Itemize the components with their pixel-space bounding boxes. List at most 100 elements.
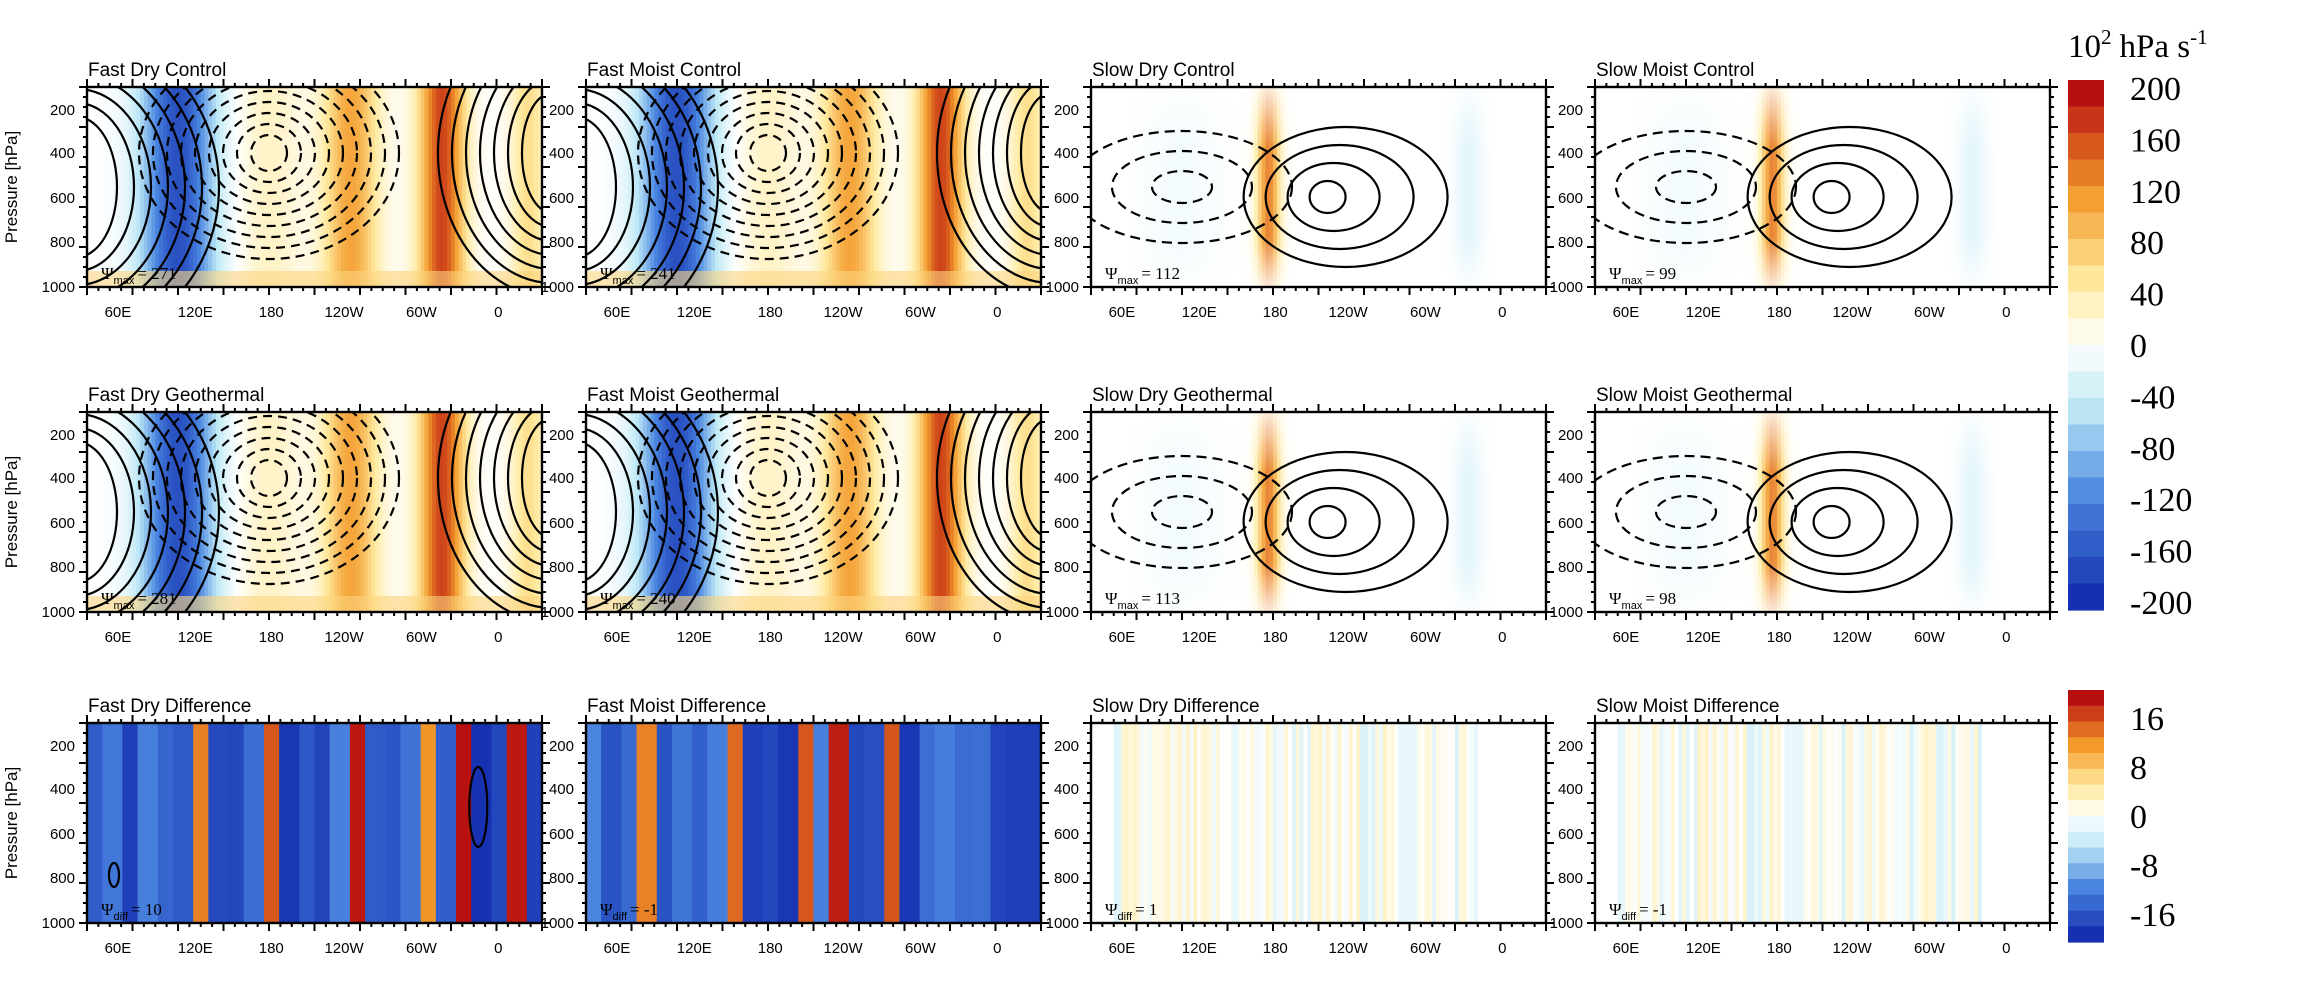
- y-tick-label: 600: [549, 515, 574, 532]
- field-strip: [1216, 723, 1221, 923]
- field-strip: [1261, 723, 1267, 923]
- field-strip: [1273, 723, 1278, 923]
- field-strip: [511, 412, 517, 612]
- field-strip: [157, 723, 164, 923]
- field-strip: [836, 87, 841, 287]
- field-strip: [915, 412, 921, 612]
- field-strip: [1185, 723, 1191, 923]
- field-strip: [1905, 723, 1911, 923]
- field-strip: [246, 87, 251, 287]
- panel: Slow Dry Difference Ψdiff = 1 60E 120E 180 120…: [1046, 696, 1554, 957]
- field-strip: [1803, 723, 1809, 923]
- x-tick-label: 180: [1767, 940, 1792, 957]
- field-strip: [515, 87, 521, 287]
- field-strip: [456, 723, 462, 923]
- colorbar-top-swatch: [2068, 292, 2104, 320]
- field-strip: [1632, 723, 1638, 923]
- x-tick-label: 60W: [406, 940, 438, 957]
- field-strip: [1625, 723, 1630, 923]
- field-strip: [233, 723, 240, 923]
- field-strip: [1005, 723, 1012, 923]
- field-strip: [1610, 723, 1615, 923]
- field-strip: [752, 87, 758, 287]
- field-strip: [1799, 723, 1805, 923]
- y-tick-label: 1000: [1046, 279, 1079, 296]
- field-strip: [348, 412, 354, 612]
- field-strip: [790, 412, 796, 612]
- field-strip: [639, 87, 644, 287]
- field-strip: [817, 87, 822, 287]
- field-strip: [137, 723, 144, 923]
- field-strip: [1144, 723, 1149, 923]
- field-strip: [1341, 723, 1346, 923]
- field-strip: [786, 87, 792, 287]
- field-strip: [881, 412, 887, 612]
- x-tick-label: 60E: [1613, 629, 1640, 646]
- x-tick-label: 120W: [823, 629, 863, 646]
- field-strip: [167, 723, 174, 923]
- field-strip: [401, 87, 407, 287]
- field-strip: [1731, 723, 1737, 923]
- x-tick-label: 180: [259, 940, 284, 957]
- field-strip: [596, 723, 602, 923]
- field-strip: [627, 87, 633, 287]
- field-strip: [1178, 723, 1183, 923]
- field-strip: [695, 412, 701, 612]
- field-strip: [1981, 723, 1987, 923]
- field-strip: [319, 723, 326, 923]
- field-strip: [413, 87, 418, 287]
- field-strip: [1883, 723, 1888, 923]
- y-tick-label: 600: [1054, 826, 1079, 843]
- y-tick-label: 600: [50, 826, 75, 843]
- field-strip: [764, 87, 769, 287]
- panel-title: Slow Moist Difference: [1596, 696, 1779, 717]
- field-strip: [105, 87, 111, 287]
- field-strip: [730, 412, 735, 612]
- y-tick-label: 200: [1054, 427, 1079, 444]
- field-strip: [1322, 723, 1327, 923]
- field-strip: [1333, 723, 1339, 923]
- field-strip: [823, 723, 830, 923]
- field-strip: [608, 412, 614, 612]
- field-strip: [1033, 412, 1039, 612]
- y-axis-title: Pressure [hPa]: [2, 131, 21, 243]
- field-strip: [492, 412, 498, 612]
- field-strip: [702, 723, 709, 923]
- field-strip: [970, 723, 977, 923]
- colorbar-bottom-swatch: [2068, 690, 2104, 707]
- y-tick-label: 400: [1054, 145, 1079, 162]
- field-strip: [919, 723, 926, 923]
- field-strip: [1754, 723, 1759, 923]
- field-strip: [733, 412, 739, 612]
- field-strip: [1750, 723, 1756, 923]
- field-strip: [500, 412, 505, 612]
- field-strip: [280, 87, 285, 287]
- panel-title: Fast Moist Geothermal: [587, 385, 779, 406]
- field-strip: [443, 87, 449, 287]
- field-strip: [1295, 723, 1301, 923]
- field-strip: [469, 412, 475, 612]
- field-strip: [1932, 723, 1938, 923]
- field-strip: [805, 87, 811, 287]
- field-strip: [669, 87, 675, 287]
- field-strip: [385, 723, 392, 923]
- field-strip: [1974, 723, 1979, 923]
- colorbar-top-swatch: [2068, 265, 2104, 293]
- colorbar-bottom-label: -8: [2130, 848, 2158, 885]
- field-strip: [870, 412, 875, 612]
- field-strip: [440, 723, 447, 923]
- panel-field: [586, 87, 1041, 287]
- field-strip: [1993, 723, 1998, 923]
- field-strip: [747, 723, 754, 923]
- field-strip: [793, 723, 800, 923]
- field-strip: [204, 87, 210, 287]
- field-strip: [953, 87, 959, 287]
- colorbar-bottom-label: 0: [2130, 799, 2147, 836]
- field-strip: [813, 412, 819, 612]
- field-strip: [855, 412, 860, 612]
- x-tick-label: 60E: [1109, 304, 1136, 321]
- field-strip: [1303, 723, 1308, 923]
- field-strip: [500, 87, 505, 287]
- x-tick-label: 60E: [1109, 940, 1136, 957]
